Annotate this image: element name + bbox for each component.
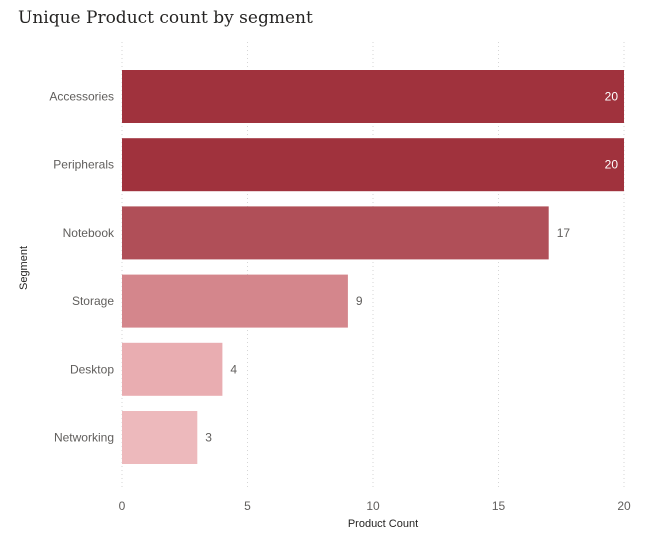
data-label: 17 (557, 226, 571, 240)
category-label: Networking (54, 431, 114, 445)
category-label: Notebook (63, 226, 115, 240)
bar[interactable] (122, 70, 624, 123)
x-tick-label: 10 (366, 499, 380, 513)
bars-group (122, 70, 624, 464)
category-label: Peripherals (53, 158, 114, 172)
x-tick-label: 0 (119, 499, 126, 513)
category-label: Accessories (49, 90, 114, 104)
bar[interactable] (122, 138, 624, 192)
y-axis-title: Segment (18, 246, 30, 290)
category-label: Desktop (70, 362, 114, 376)
x-tick-label: 5 (244, 499, 251, 513)
data-labels: 20 20 17 9 4 3 (205, 90, 618, 445)
x-axis-title: Product Count (348, 518, 418, 530)
chart-title: Unique Product count by segment (18, 8, 313, 28)
bar[interactable] (122, 342, 223, 396)
category-label: Storage (72, 294, 114, 308)
x-tick-label: 15 (492, 499, 506, 513)
data-label: 20 (605, 158, 619, 172)
data-label: 3 (205, 431, 212, 445)
data-label: 9 (356, 294, 363, 308)
category-labels: Accessories Peripherals Notebook Storage Des… (49, 90, 115, 445)
data-label: 20 (605, 90, 619, 104)
bar[interactable] (122, 411, 198, 464)
x-tick-labels: 0 5 10 15 20 (119, 499, 631, 513)
bar[interactable] (122, 206, 549, 260)
x-tick-label: 20 (617, 499, 631, 513)
data-label: 4 (230, 362, 237, 376)
bar[interactable] (122, 274, 348, 328)
